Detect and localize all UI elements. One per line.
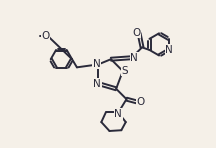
Text: N: N <box>165 45 173 55</box>
Text: O: O <box>41 30 50 41</box>
Text: N: N <box>114 109 122 119</box>
Text: S: S <box>121 66 128 76</box>
Text: N: N <box>93 79 101 89</box>
Text: O: O <box>136 97 144 107</box>
Text: N: N <box>93 59 101 69</box>
Text: O: O <box>132 28 141 38</box>
Text: N: N <box>130 53 138 63</box>
